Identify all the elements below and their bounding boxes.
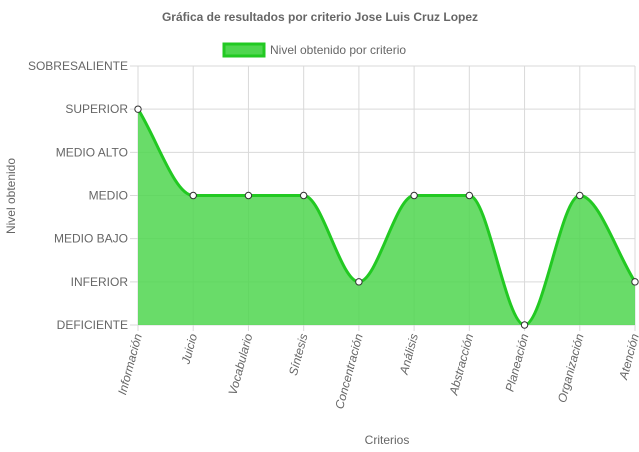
data-point[interactable] <box>244 191 253 200</box>
data-point[interactable] <box>520 321 529 329</box>
x-tick-label: Síntesis <box>286 332 311 377</box>
y-tick-label: MEDIO <box>89 189 128 203</box>
y-axis-title: Nivel obtenido <box>4 158 18 234</box>
series-area <box>138 109 635 326</box>
data-point[interactable] <box>134 105 142 113</box>
x-tick-label: Atención <box>616 332 639 382</box>
data-point[interactable] <box>299 191 308 200</box>
x-tick-label: Abstracción <box>446 332 476 397</box>
x-tick-label: Vocabulario <box>226 332 256 397</box>
y-axis-ticks: DEFICIENTE INFERIOR MEDIO BAJO MEDIO MEDIO A… <box>28 59 128 332</box>
data-point[interactable] <box>465 191 474 200</box>
legend[interactable]: Nivel obtenido por criterio <box>222 42 406 58</box>
x-tick-label: Análisis <box>397 332 421 377</box>
x-tick-label: Juicio <box>178 332 200 367</box>
x-tick-label: Organización <box>555 332 587 404</box>
y-tick-label: MEDIO BAJO <box>54 232 128 246</box>
y-tick-label: DEFICIENTE <box>57 318 128 332</box>
x-tick-label: Concentración <box>332 332 366 411</box>
legend-label: Nivel obtenido por criterio <box>270 43 406 57</box>
series-points <box>134 105 639 329</box>
y-tick-label: SUPERIOR <box>65 102 128 116</box>
data-point[interactable] <box>410 191 418 200</box>
x-axis-ticks: Información Juicio Vocabulario Síntesis Conc… <box>115 332 639 411</box>
x-axis-title: Criterios <box>365 433 410 447</box>
legend-swatch <box>222 42 266 58</box>
chart-title: Gráfica de resultados por criterio Jose … <box>162 10 478 24</box>
y-tick-label: MEDIO ALTO <box>56 145 128 159</box>
data-point[interactable] <box>189 191 197 200</box>
y-tick-label: INFERIOR <box>71 275 129 289</box>
data-point[interactable] <box>576 191 584 200</box>
y-tick-label: SOBRESALIENTE <box>28 59 128 73</box>
data-point[interactable] <box>631 278 639 286</box>
x-tick-label: Planeación <box>503 332 532 393</box>
x-tick-label: Información <box>115 332 145 396</box>
series-line <box>136 108 637 327</box>
data-point[interactable] <box>355 278 363 286</box>
